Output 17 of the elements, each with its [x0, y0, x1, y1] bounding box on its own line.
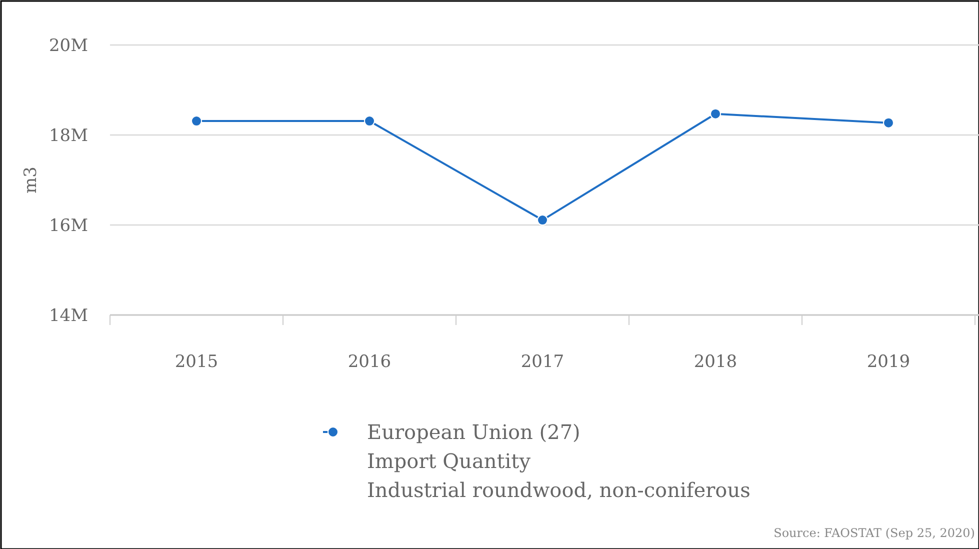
point	[710, 108, 721, 120]
point	[364, 116, 375, 127]
y-tick-label: 14M	[48, 306, 88, 326]
source-note: Source: FAOSTAT (Sep 25, 2020)	[774, 526, 975, 540]
x-tick-label: 2015	[174, 352, 218, 372]
y-axis-title: m3	[21, 166, 41, 194]
legend-label: European Union (27) Import Quantity Industrial roundwood, non-coniferous	[367, 420, 750, 502]
x-tick-label: 2019	[866, 352, 910, 372]
x-tick-label: 2018	[694, 352, 738, 372]
point	[537, 214, 548, 226]
y-tick-label: 20M	[48, 36, 88, 56]
x-tick-label: 2017	[520, 352, 564, 372]
y-tick-label: 16M	[48, 216, 88, 236]
x-tick-label: 2016	[348, 352, 392, 372]
point	[191, 116, 202, 127]
y-tick-label: 18M	[48, 126, 88, 146]
point	[883, 117, 894, 128]
